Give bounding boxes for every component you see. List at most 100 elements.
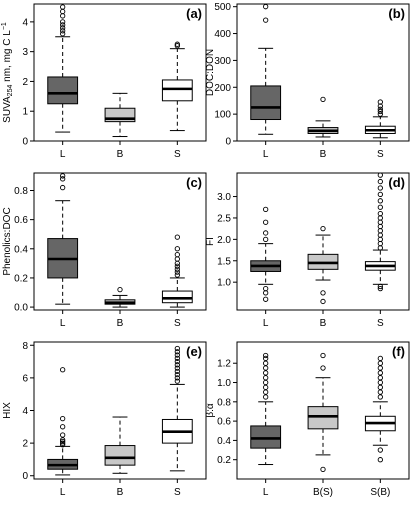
outlier-point [320,466,326,473]
y-tick-label: 4 [22,17,28,28]
box-L [47,4,79,133]
y-tick-label: 3.0 [217,192,231,203]
x-tick-label: S [377,318,384,329]
x-tick-label: L [60,149,66,160]
y-tick-label: 0.4 [14,244,28,255]
outlier-point [60,184,66,191]
outlier-point [60,28,66,34]
outlier-point [377,99,383,105]
outlier-point [174,378,180,384]
x-tick-label: B [320,149,327,160]
y-axis-label: SUVA254 nm, mg C L−1 [1,22,14,123]
outlier-point [377,204,383,210]
outlier-point [174,269,180,275]
outlier-point [377,457,383,463]
y-tick-label: 0.6 [14,215,28,226]
outlier-point [263,375,269,381]
outlier-point [377,219,383,225]
outlier-point [320,226,326,232]
outlier-point [60,22,66,28]
outlier-point [174,266,180,272]
y-tick-label: 1 [22,107,28,118]
outlier-point [377,245,383,251]
panel-b: 0 100 200 300 400 500 L B S DOC:DON (b) [205,2,410,160]
y-tick-label: 0 [22,471,28,482]
box-L [250,206,282,302]
box-S [161,345,193,472]
outlier-point [263,394,269,400]
box-L [47,367,79,476]
outlier-point [320,352,326,359]
outlier-point [377,191,383,198]
outlier-point [377,211,383,217]
outlier-point [377,178,383,185]
y-tick-label: 500 [214,2,231,13]
outlier-point [174,358,180,365]
box-B(S) [307,352,339,473]
panel-d: 1.0 1.5 2.0 2.5 3.0 L B S FI (d) [205,172,410,329]
outlier-point [377,198,383,204]
outlier-point [174,352,180,358]
y-axis-label: DOC:DON [205,49,216,96]
outlier-point [263,219,269,225]
x-tick-label: L [60,487,66,498]
outlier-point [377,223,383,230]
x-tick-label: L [263,487,269,498]
outlier-point [60,424,66,430]
outlier-point [174,371,180,378]
outlier-point [377,215,383,221]
x-tick-label: L [60,318,66,329]
iqr-box [47,76,79,105]
outlier-point [60,442,66,448]
outlier-point [263,389,269,395]
y-tick-label: 0.0 [14,303,28,314]
y-tick-label: 0.2 [217,455,231,466]
y-tick-label: 0.8 [14,186,28,197]
outlier-point [320,290,326,296]
outlier-point [377,172,383,178]
outlier-point [263,296,269,302]
outlier-point [263,230,269,236]
y-tick-label: 1.2 [217,359,231,370]
outlier-point [263,17,269,23]
x-tick-label: B [320,318,327,329]
outlier-point [377,384,383,390]
outlier-point [377,365,383,371]
outlier-point [377,108,383,115]
y-tick-label: 1.5 [217,256,231,267]
box-L [250,352,282,466]
outlier-point [174,251,180,258]
x-tick-label: S [377,149,384,160]
outlier-point [174,349,180,355]
x-tick-label: L [263,149,269,160]
outlier-point [174,345,180,352]
iqr-box [250,425,282,449]
outlier-point [263,355,269,362]
iqr-box [250,85,282,121]
outlier-point [377,355,383,362]
outlier-point [263,236,269,243]
outlier-point [60,13,66,19]
y-axis-label: β:α [205,403,216,418]
outlier-point [174,362,180,368]
box-B [104,286,136,308]
y-tick-label: 8 [22,341,28,352]
x-tick-label: S [174,487,181,498]
outlier-point [377,185,383,191]
outlier-point [174,43,180,49]
outlier-point [174,260,180,267]
outlier-point [174,246,180,252]
y-axis-label: HIX [2,402,13,419]
panel-a: 0 1 2 3 4 L B S SUVA254 nm, mg C L−1 (a) [1,3,207,160]
outlier-point [60,367,66,373]
panel-label: (e) [186,344,202,359]
outlier-point [117,286,123,293]
y-tick-label: 2 [22,77,28,88]
box-S [364,99,396,139]
outlier-point [60,19,66,25]
box-B [104,416,136,474]
panel-label: (c) [186,175,202,190]
y-tick-label: 2.5 [217,213,231,224]
box-S(B) [364,355,396,463]
